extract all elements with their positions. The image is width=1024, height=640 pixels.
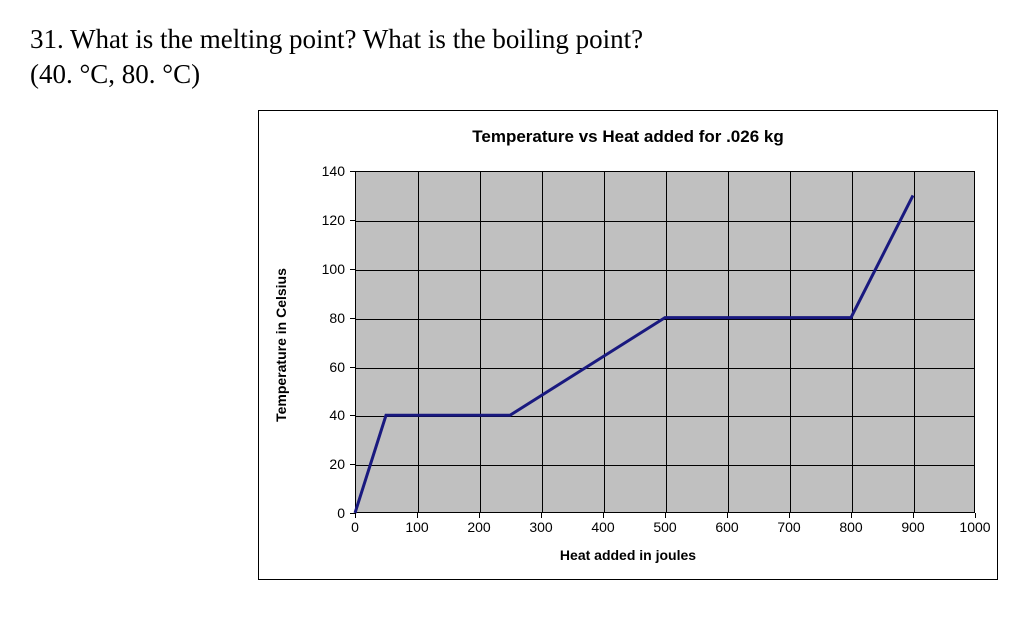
x-tick-label: 100 <box>405 519 428 535</box>
y-tick-label: 120 <box>322 212 345 228</box>
y-tickmark <box>350 513 355 514</box>
x-tickmark <box>603 513 604 518</box>
y-tickmark <box>350 269 355 270</box>
y-tickmark <box>350 415 355 416</box>
x-tick-label: 600 <box>715 519 738 535</box>
chart-title: Temperature vs Heat added for .026 kg <box>259 127 997 147</box>
plot-region: 0100200300400500600700800900100002040608… <box>355 171 975 513</box>
x-tick-label: 800 <box>839 519 862 535</box>
y-axis-label: Temperature in Celsius <box>273 268 289 422</box>
x-tick-label: 1000 <box>959 519 990 535</box>
y-tickmark <box>350 318 355 319</box>
chart-frame: Temperature vs Heat added for .026 kg Te… <box>258 110 998 580</box>
x-tick-label: 300 <box>529 519 552 535</box>
y-tickmark <box>350 220 355 221</box>
x-tick-label: 700 <box>777 519 800 535</box>
x-tickmark <box>913 513 914 518</box>
y-tickmark <box>350 171 355 172</box>
data-polyline <box>355 196 913 514</box>
y-tick-label: 60 <box>329 359 345 375</box>
x-tick-label: 200 <box>467 519 490 535</box>
x-tick-label: 500 <box>653 519 676 535</box>
x-tickmark <box>851 513 852 518</box>
y-tick-label: 20 <box>329 456 345 472</box>
x-tickmark <box>355 513 356 518</box>
y-tick-label: 40 <box>329 407 345 423</box>
x-tick-label: 0 <box>351 519 359 535</box>
y-tick-label: 140 <box>322 163 345 179</box>
y-tickmark <box>350 464 355 465</box>
y-tick-label: 100 <box>322 261 345 277</box>
question-block: 31. What is the melting point? What is t… <box>0 0 1024 92</box>
x-axis-label: Heat added in joules <box>560 547 696 563</box>
question-line1: 31. What is the melting point? What is t… <box>30 24 643 54</box>
y-tickmark <box>350 367 355 368</box>
x-tickmark <box>975 513 976 518</box>
y-tick-label: 80 <box>329 310 345 326</box>
x-tickmark <box>541 513 542 518</box>
x-tickmark <box>727 513 728 518</box>
x-tickmark <box>789 513 790 518</box>
x-tick-label: 400 <box>591 519 614 535</box>
chart-container: Temperature vs Heat added for .026 kg Te… <box>258 110 1024 580</box>
x-tickmark <box>417 513 418 518</box>
x-tick-label: 900 <box>901 519 924 535</box>
data-line <box>355 171 975 513</box>
y-tick-label: 0 <box>337 505 345 521</box>
x-tickmark <box>665 513 666 518</box>
x-tickmark <box>479 513 480 518</box>
question-line2: (40. °C, 80. °C) <box>30 59 200 89</box>
